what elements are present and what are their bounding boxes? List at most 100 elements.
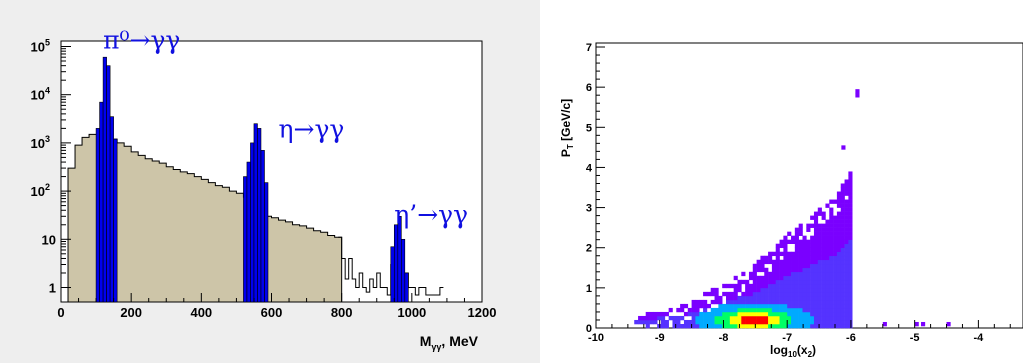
heatmap-cell [829, 295, 834, 301]
heatmap-cell [771, 287, 777, 293]
heatmap-cell [771, 267, 777, 273]
heatmap-cell [848, 247, 853, 253]
heatmap-cell [661, 323, 666, 329]
heatmap-cell [840, 195, 845, 200]
heatmap-cell [691, 299, 696, 305]
heatmap-cell [833, 227, 838, 232]
heatmap-cell [829, 279, 834, 285]
heatmap-cell [806, 259, 811, 265]
heatmap-cell [710, 315, 715, 321]
heatmap-cell [813, 279, 819, 285]
heatmap-cell [825, 255, 830, 261]
heatmap-cell [848, 203, 853, 208]
heatmap-cell [791, 235, 796, 240]
heatmap-cell [829, 259, 834, 265]
heatmap-cell [787, 319, 792, 325]
heatmap-cell [783, 259, 788, 265]
heatmap-cell [806, 307, 811, 313]
heatmap-cell [798, 291, 803, 297]
heatmap-cell [748, 299, 754, 305]
y-tick-label: 6 [586, 82, 592, 94]
heatmap-cell [771, 291, 777, 297]
signal-bin [102, 56, 107, 303]
heatmap-cell [722, 319, 727, 325]
heatmap-cell [848, 287, 853, 293]
heatmap-cell [817, 231, 822, 236]
heatmap-cell [775, 291, 780, 297]
signal-bin [257, 128, 262, 303]
heatmap-cell [836, 195, 842, 200]
heatmap-cell [802, 239, 807, 245]
heatmap-cell [806, 223, 811, 228]
heatmap-cell [768, 311, 773, 317]
heatmap-cell [752, 315, 757, 321]
heatmap-cell [836, 271, 842, 277]
heatmap-cell [638, 315, 643, 321]
heatmap-cell [810, 263, 815, 269]
heatmap-cell [779, 283, 784, 289]
heatmap-cell [733, 307, 738, 313]
heatmap-cell [664, 323, 669, 329]
heatmap-cell [810, 307, 815, 313]
heatmap-cell [699, 303, 704, 309]
heatmap-cell [695, 311, 700, 317]
x-tick-label: 0 [57, 305, 64, 320]
heatmap-cell [802, 311, 807, 317]
heatmap-cell [729, 315, 734, 321]
x-tick-label: -7 [782, 332, 792, 344]
heatmap-cell [836, 239, 842, 245]
heatmap-cell [771, 251, 777, 257]
heatmap-cell [794, 255, 799, 261]
heatmap-cell [817, 227, 822, 232]
heatmap-cell [783, 283, 788, 289]
heatmap-cell [844, 231, 849, 236]
heatmap-cell [833, 303, 838, 309]
heatmap-cell [829, 219, 834, 224]
heatmap-cell [748, 311, 754, 317]
signal-bin [390, 246, 395, 303]
heatmap-cell [833, 251, 838, 257]
heatmap-cell [825, 303, 830, 309]
heatmap-cell [798, 303, 803, 309]
heatmap-cell [810, 243, 815, 249]
heatmap-cell [840, 227, 845, 232]
heatmap-cell [821, 267, 826, 273]
heatmap-cell [791, 259, 796, 265]
heatmap-cell [836, 279, 842, 285]
heatmap-cell [771, 259, 777, 265]
heatmap-cell [775, 323, 780, 329]
heatmap-cell [787, 311, 792, 317]
x-tick-label: 1200 [468, 305, 497, 320]
heatmap-cell [745, 279, 750, 285]
heatmap-cell [748, 283, 754, 289]
heatmap-cell [664, 319, 669, 325]
heatmap-cell [779, 303, 784, 309]
heatmap-cell [794, 259, 799, 265]
heatmap-cell [722, 283, 727, 289]
heatmap-cell [829, 263, 834, 269]
heatmap-cell [844, 187, 849, 192]
heatmap-cell [794, 283, 799, 289]
heatmap-cell [821, 243, 826, 249]
right-ylabel: PT [GeV/c] [559, 99, 575, 157]
heatmap-isolated-cell [914, 321, 919, 327]
heatmap-cell [813, 243, 819, 249]
heatmap-cell [810, 283, 815, 289]
heatmap-cell [844, 243, 849, 249]
heatmap-cell [840, 283, 845, 289]
x-tick-label: -9 [655, 332, 665, 344]
heatmap-cell [821, 291, 826, 297]
heatmap-cell [844, 207, 849, 212]
heatmap-cell [710, 287, 715, 293]
heatmap-cell [791, 303, 796, 309]
heatmap-cell [791, 283, 796, 289]
heatmap-cell [844, 263, 849, 269]
heatmap-cell [783, 303, 788, 309]
heatmap-cell [794, 275, 799, 281]
heatmap-cell [779, 287, 784, 293]
signal-bin [99, 101, 104, 303]
heatmap-cell [764, 319, 769, 325]
heatmap-cell [810, 235, 815, 240]
heatmap-cell [825, 275, 830, 281]
heatmap-cell [840, 275, 845, 281]
